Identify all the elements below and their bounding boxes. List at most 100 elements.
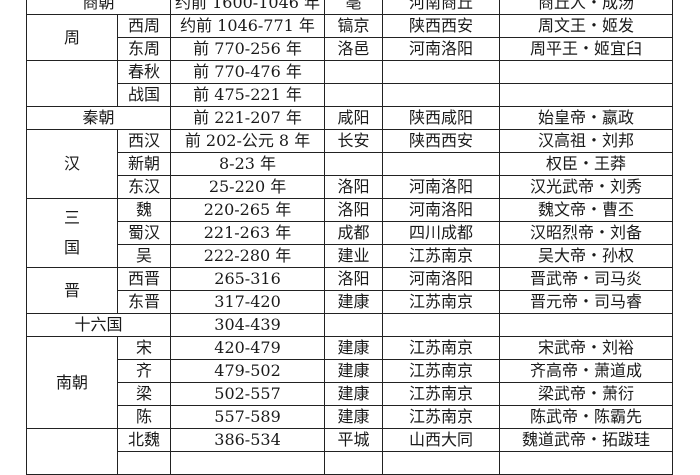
capital-cell: 洛阳 xyxy=(324,175,384,199)
period-cell: 304-439 xyxy=(170,313,326,337)
sub-dynasty-cell: 东周 xyxy=(116,37,172,61)
table-row: 商朝 约前 1600-1046 年亳河南商丘 商丘人・成汤 xyxy=(25,0,674,15)
table-row: 三国 魏 220-265 年洛阳 河南洛阳 魏文帝・曹丕 xyxy=(26,198,674,268)
location-cell: 河南洛阳 xyxy=(382,198,501,222)
capital-cell: 成都 xyxy=(324,221,384,245)
period-cell xyxy=(170,451,326,475)
capital-cell: 建康 xyxy=(324,382,384,406)
dynasty-table-body: 商朝 约前 1600-1046 年亳河南商丘 商丘人・成汤周西周 约前 1046-77… xyxy=(25,0,674,475)
founder-cell: 汉光武帝・刘秀 xyxy=(499,175,674,199)
dynasty-cell: 秦朝 xyxy=(25,106,172,130)
sub-dynasty-cell: 齐 xyxy=(116,359,172,383)
period-cell: 479-502 xyxy=(170,359,326,383)
sub-dynasty-cell: 梁 xyxy=(116,382,172,406)
period-cell: 502-557 xyxy=(170,382,326,406)
founder-cell: 吴大帝・孙权 xyxy=(499,244,674,268)
table-row: 齐 479-502 建康 江苏南京 齐高帝・萧道成 xyxy=(27,359,674,383)
capital-cell xyxy=(324,313,384,337)
founder-cell: 汉高祖・刘邦 xyxy=(499,129,674,153)
sub-dynasty-cell: 宋 xyxy=(116,336,172,360)
location-cell: 江苏南京 xyxy=(382,405,501,429)
founder-cell: 梁武帝・萧衍 xyxy=(499,382,674,406)
capital-cell: 长安 xyxy=(324,129,384,153)
sub-dynasty-cell: 新朝 xyxy=(116,152,172,176)
dynasty-cell: 十六国 xyxy=(25,313,172,337)
sub-dynasty-cell: 吴 xyxy=(116,244,172,268)
founder-cell xyxy=(499,313,674,337)
sub-dynasty-cell: 战国 xyxy=(116,83,172,107)
location-cell: 山西大同 xyxy=(382,428,501,452)
period-cell: 25-220 年 xyxy=(170,175,326,199)
table-row: 战国前 475-221 年 xyxy=(27,83,674,107)
sub-dynasty-cell: 魏 xyxy=(116,198,172,222)
location-cell: 四川成都 xyxy=(382,221,501,245)
period-cell: 前 475-221 年 xyxy=(170,83,326,107)
location-cell: 江苏南京 xyxy=(382,290,501,314)
period-cell: 前 770-476 年 xyxy=(170,60,326,84)
capital-cell: 建康 xyxy=(324,336,384,360)
table-row: 蜀汉 221-263 年成都 四川成都 汉昭烈帝・刘备 xyxy=(27,221,674,245)
dynasty-cell xyxy=(26,60,118,107)
sub-dynasty-cell: 西周 xyxy=(116,14,172,38)
location-cell xyxy=(382,152,501,176)
founder-cell: 齐高帝・萧道成 xyxy=(499,359,674,383)
founder-cell: 宋武帝・刘裕 xyxy=(499,336,674,360)
capital-cell xyxy=(324,83,384,107)
location-cell: 陕西西安 xyxy=(382,14,501,38)
location-cell xyxy=(382,451,501,475)
location-cell: 河南商丘 xyxy=(382,0,501,15)
capital-cell: 洛邑 xyxy=(324,37,384,61)
location-cell: 江苏南京 xyxy=(382,382,501,406)
period-cell: 约前 1600-1046 年 xyxy=(170,0,326,15)
table-row: 陈 557-589 建康 江苏南京 陈武帝・陈霸先 xyxy=(27,405,674,429)
capital-cell: 洛阳 xyxy=(324,198,384,222)
founder-cell: 魏文帝・曹丕 xyxy=(499,198,674,222)
period-cell: 317-420 xyxy=(170,290,326,314)
location-cell xyxy=(382,313,501,337)
sub-dynasty-cell: 蜀汉 xyxy=(116,221,172,245)
capital-cell xyxy=(324,451,384,475)
sub-dynasty-cell: 东汉 xyxy=(116,175,172,199)
founder-cell xyxy=(499,83,674,107)
founder-cell: 晋元帝・司马睿 xyxy=(499,290,674,314)
period-cell: 557-589 xyxy=(170,405,326,429)
sub-dynasty-cell: 陈 xyxy=(116,405,172,429)
dynasty-cell xyxy=(26,428,118,475)
location-cell: 河南洛阳 xyxy=(382,175,501,199)
table-row: 周西周 约前 1046-771 年镐京 陕西西安 周文王・姬发 xyxy=(26,14,674,61)
dynasty-cell: 商朝 xyxy=(25,0,172,15)
location-cell xyxy=(382,83,501,107)
period-cell: 约前 1046-771 年 xyxy=(170,14,326,38)
capital-cell: 镐京 xyxy=(324,14,384,38)
sub-dynasty-cell xyxy=(116,451,172,475)
dynasty-cell: 晋 xyxy=(26,267,118,314)
location-cell: 陕西咸阳 xyxy=(382,106,501,130)
founder-cell: 始皇帝・嬴政 xyxy=(499,106,674,130)
founder-cell: 晋武帝・司马炎 xyxy=(499,267,674,291)
capital-cell: 亳 xyxy=(324,0,384,15)
period-cell: 221-263 年 xyxy=(170,221,326,245)
table-row: 南朝宋 420-479 建康 江苏南京 宋武帝・刘裕 xyxy=(26,336,674,429)
sub-dynasty-cell: 西晋 xyxy=(116,267,172,291)
location-cell: 江苏南京 xyxy=(382,336,501,360)
location-cell: 陕西西安 xyxy=(382,129,501,153)
period-cell: 8-23 年 xyxy=(170,152,326,176)
location-cell: 河南洛阳 xyxy=(382,37,501,61)
period-cell: 前 202-公元 8 年 xyxy=(170,129,326,153)
capital-cell: 洛阳 xyxy=(324,267,384,291)
founder-cell: 陈武帝・陈霸先 xyxy=(499,405,674,429)
location-cell xyxy=(382,60,501,84)
location-cell: 江苏南京 xyxy=(382,244,501,268)
capital-cell: 建康 xyxy=(324,359,384,383)
table-row: 汉西汉前 202-公元 8 年长安 陕西西安 汉高祖・刘邦 xyxy=(26,129,674,199)
founder-cell xyxy=(499,60,674,84)
table-row: 东晋 317-420 建康 江苏南京 晋元帝・司马睿 xyxy=(27,290,674,314)
period-cell: 420-479 xyxy=(170,336,326,360)
table-row: 吴 222-280 年建业 江苏南京 吴大帝・孙权 xyxy=(27,244,674,268)
table-row: 梁 502-557 建康 江苏南京 梁武帝・萧衍 xyxy=(27,382,674,406)
table-row: 春秋前 770-476 年 xyxy=(26,60,674,107)
period-cell: 265-316 xyxy=(170,267,326,291)
location-cell: 河南洛阳 xyxy=(382,267,501,291)
capital-cell: 咸阳 xyxy=(324,106,384,130)
period-cell: 386-534 xyxy=(170,428,326,452)
